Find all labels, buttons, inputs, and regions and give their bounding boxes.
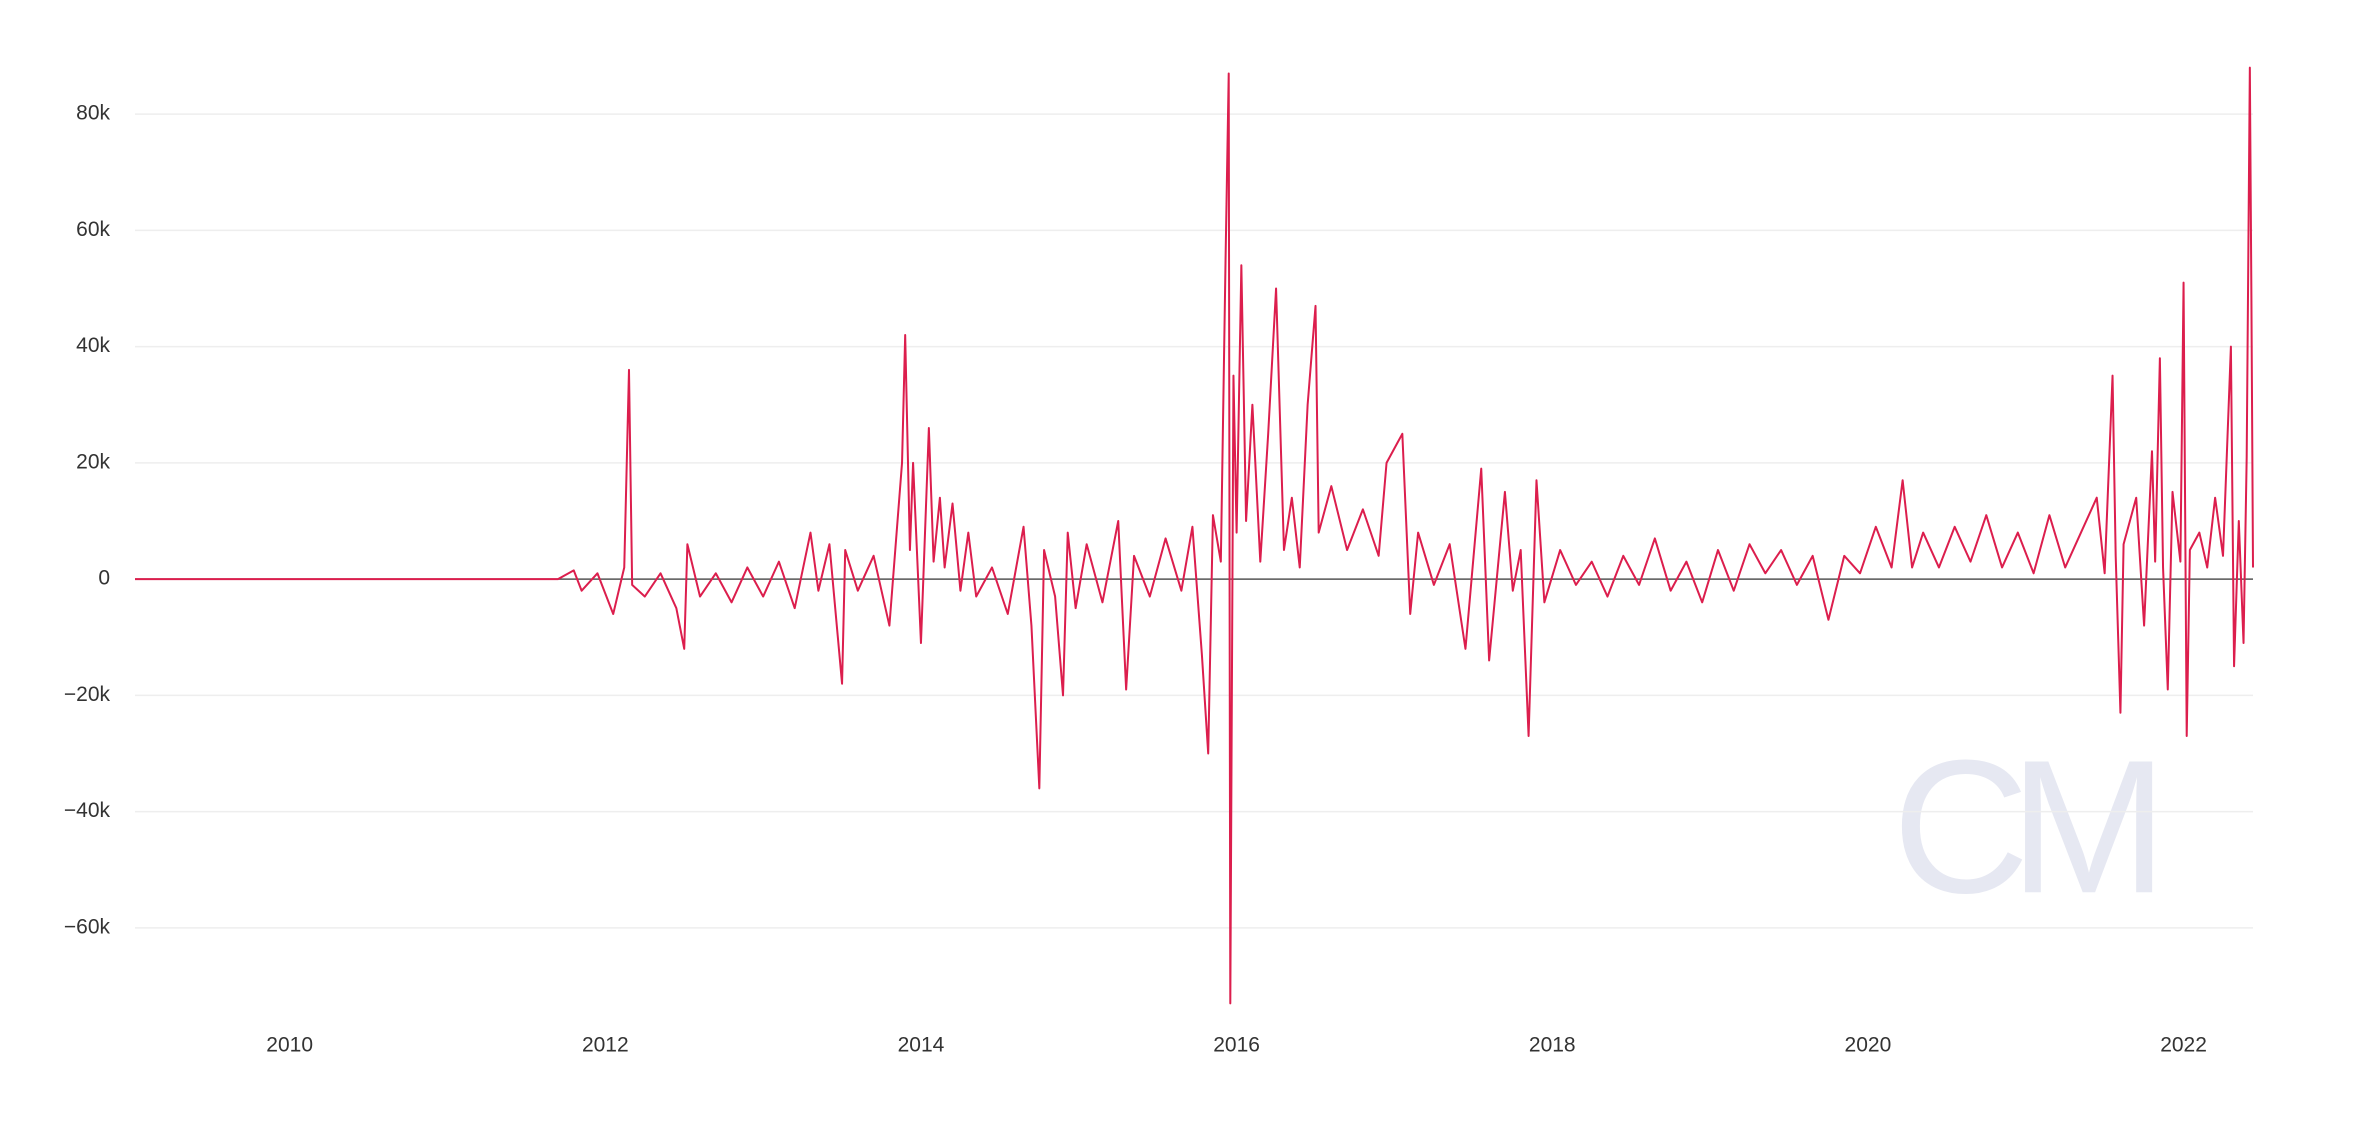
- watermark: CM: [1892, 721, 2152, 933]
- data-line: [135, 66, 2254, 1005]
- y-tick-label: 0: [98, 567, 110, 590]
- y-tick-label: 20k: [76, 450, 110, 473]
- x-tick-label: 2010: [266, 1034, 313, 1057]
- x-tick-label: 2014: [898, 1034, 945, 1057]
- y-tick-label: −40k: [64, 799, 111, 822]
- x-tick-label: 2016: [1213, 1034, 1260, 1057]
- y-tick-label: 60k: [76, 218, 110, 241]
- y-tick-label: −60k: [64, 915, 111, 938]
- x-tick-label: 2022: [2160, 1034, 2207, 1057]
- x-tick-label: 2020: [1845, 1034, 1892, 1057]
- x-tick-label: 2018: [1529, 1034, 1576, 1057]
- y-tick-label: 80k: [76, 102, 110, 125]
- y-tick-label: −20k: [64, 683, 111, 706]
- y-tick-label: 40k: [76, 334, 110, 357]
- x-tick-label: 2012: [582, 1034, 629, 1057]
